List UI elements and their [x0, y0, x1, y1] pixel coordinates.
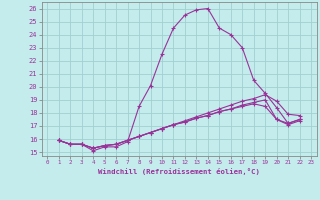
X-axis label: Windchill (Refroidissement éolien,°C): Windchill (Refroidissement éolien,°C) — [98, 168, 260, 175]
